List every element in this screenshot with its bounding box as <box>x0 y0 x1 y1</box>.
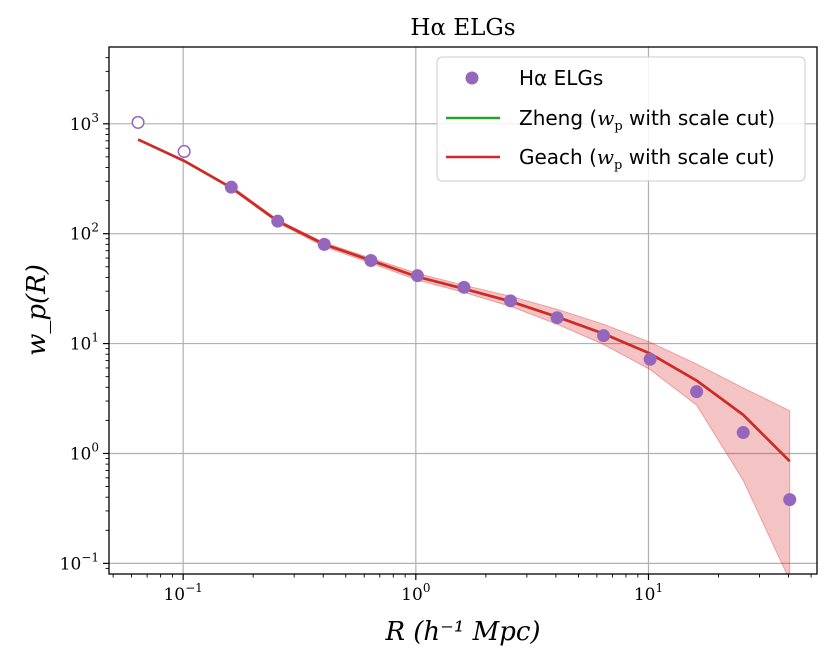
data-point <box>690 385 704 399</box>
y-tick-label: 10−1 <box>60 550 99 574</box>
legend-label-points: Hα ELGs <box>519 66 603 90</box>
legend-label-zheng: Zheng (wp with scale cut) <box>519 106 775 134</box>
data-point <box>271 214 285 228</box>
y-tick-label: 101 <box>70 331 99 355</box>
data-point <box>364 254 378 268</box>
y-tick-label: 100 <box>70 440 99 464</box>
title-symbol: Hα ELGs <box>410 15 515 41</box>
data-point <box>504 294 518 308</box>
data-point <box>224 180 238 194</box>
legend-marker-points <box>465 71 479 85</box>
y-tick-label: 103 <box>70 111 99 135</box>
data-point <box>783 493 797 507</box>
x-axis-label: R (h⁻¹ Mpc) <box>384 617 540 647</box>
axis-ticks: 10−1 100 101 10−1 100 101 102 103 <box>60 57 812 605</box>
x-tick-label: 100 <box>401 581 430 605</box>
x-tick-label: 101 <box>634 581 663 605</box>
x-tick-label: 10−1 <box>163 581 202 605</box>
y-axis-label: w_p(R) <box>22 264 52 356</box>
y-tick-label: 102 <box>70 221 99 245</box>
data-point <box>597 329 611 343</box>
data-point <box>457 280 471 294</box>
data-point <box>736 426 750 440</box>
data-point <box>410 269 424 283</box>
data-point <box>317 237 331 251</box>
data-point <box>643 352 657 366</box>
chart-title: Hα ELGs <box>410 15 515 41</box>
data-point <box>550 311 564 325</box>
legend: Hα ELGs Zheng (wp with scale cut) Geach … <box>436 56 806 182</box>
data-point-open <box>131 115 145 129</box>
legend-box <box>436 56 806 182</box>
legend-label-geach: Geach (wp with scale cut) <box>519 145 775 173</box>
data-point-layer <box>131 115 797 507</box>
data-point-open <box>177 144 191 159</box>
